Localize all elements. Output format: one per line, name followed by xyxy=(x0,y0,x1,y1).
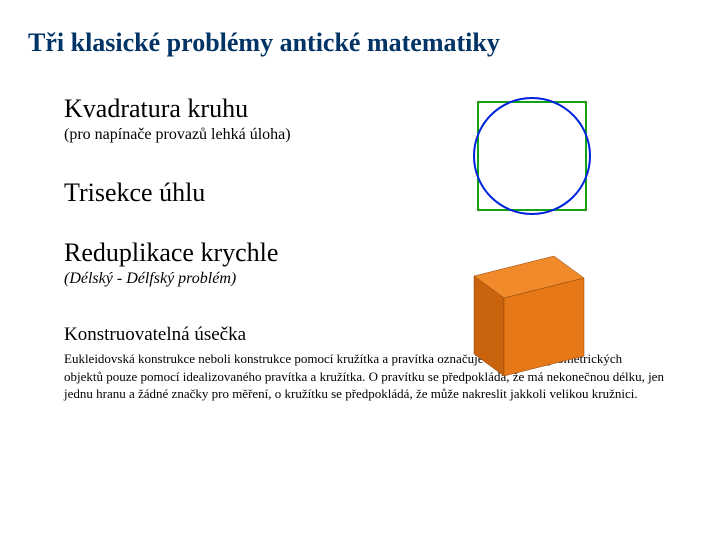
sub-reduplikace: (Délský - Délfský problém) xyxy=(64,270,720,288)
heading-trisekce: Trisekce úhlu xyxy=(64,178,720,208)
sub-kvadratura: (pro napínače provazů lehká úloha) xyxy=(64,126,720,144)
figure-cube-icon xyxy=(434,236,604,386)
heading-kvadratura: Kvadratura kruhu xyxy=(64,94,720,124)
heading-reduplikace: Reduplikace krychle xyxy=(64,238,720,268)
content-area: Kvadratura kruhu (pro napínače provazů l… xyxy=(0,58,720,403)
figure-circle-in-square-icon xyxy=(468,92,596,220)
page-title: Tři klasické problémy antické matematiky xyxy=(0,0,720,58)
heading-konstruovatelna: Konstruovatelná úsečka xyxy=(64,324,720,346)
